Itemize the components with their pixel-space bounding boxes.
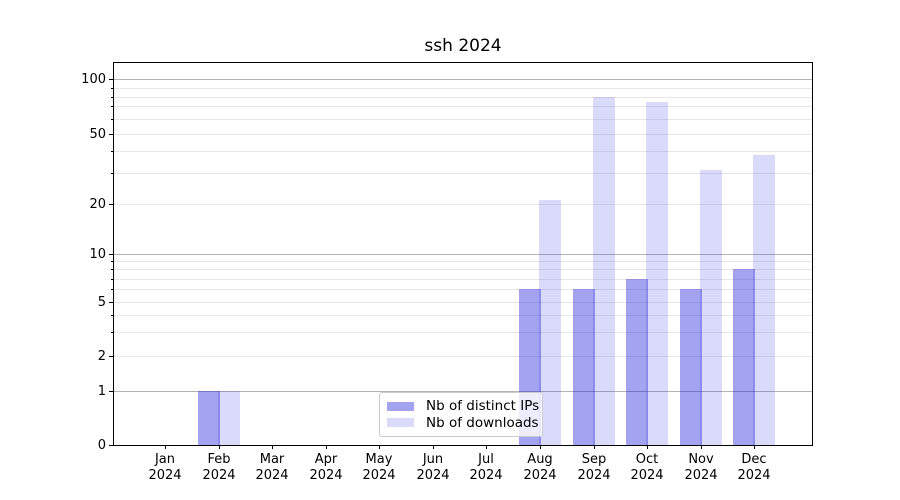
gridline-major-1	[114, 391, 812, 392]
ytick-mark-50	[109, 134, 114, 135]
gridline-minor-6	[114, 289, 812, 290]
ytick-minor-mark-40	[111, 151, 114, 152]
gridline-minor-3	[114, 332, 812, 333]
gridline-minor-9	[114, 261, 812, 262]
xtick-label-may: May 2024	[362, 452, 396, 483]
gridline-minor-50	[114, 134, 812, 135]
gridline-minor-20	[114, 204, 812, 205]
downloads-bar-dec	[753, 155, 775, 445]
ytick-label-10: 10	[89, 247, 106, 262]
gridline-minor-30	[114, 173, 812, 174]
xtick-mark-apr	[326, 445, 327, 449]
plot-area	[113, 62, 813, 446]
ytick-label-2: 2	[97, 349, 106, 364]
xtick-label-dec: Dec 2024	[737, 452, 771, 483]
xtick-label-mar: Mar 2024	[255, 452, 289, 483]
gridline-minor-40	[114, 151, 812, 152]
ips-bar-dec	[733, 269, 755, 445]
ytick-mark-5	[109, 302, 114, 303]
ytick-mark-10	[109, 254, 114, 255]
xtick-mark-jul	[486, 445, 487, 449]
xtick-label-feb: Feb 2024	[202, 452, 236, 483]
xtick-mark-aug	[540, 445, 541, 449]
xtick-mark-may	[379, 445, 380, 449]
legend-swatch-distinct-ips	[387, 401, 414, 411]
ytick-minor-mark-8	[111, 269, 114, 270]
ytick-minor-mark-80	[111, 97, 114, 98]
xtick-label-oct: Oct 2024	[630, 452, 664, 483]
gridline-minor-70	[114, 106, 812, 107]
xtick-mark-mar	[272, 445, 273, 449]
downloads-bar-oct	[646, 102, 668, 445]
legend-item-downloads: Nb of downloads	[387, 415, 539, 431]
ytick-label-100: 100	[81, 72, 106, 87]
ytick-minor-mark-9	[111, 261, 114, 262]
ips-bar-feb	[198, 391, 220, 445]
ytick-mark-20	[109, 204, 114, 205]
ips-bar-oct	[626, 279, 648, 445]
ytick-mark-0	[109, 445, 114, 446]
downloads-bar-feb	[218, 391, 240, 445]
xtick-mark-nov	[701, 445, 702, 449]
ytick-minor-mark-6	[111, 289, 114, 290]
xtick-label-jun: Jun 2024	[416, 452, 450, 483]
xtick-label-aug: Aug 2024	[523, 452, 557, 483]
chart-title: ssh 2024	[424, 36, 502, 56]
ytick-mark-100	[109, 79, 114, 80]
ips-bar-sep	[573, 289, 595, 445]
gridline-major-100	[114, 79, 812, 80]
downloads-bar-sep	[593, 97, 615, 445]
xtick-mark-oct	[647, 445, 648, 449]
xtick-mark-dec	[754, 445, 755, 449]
gridline-major-10	[114, 254, 812, 255]
legend: Nb of distinct IPs Nb of downloads	[379, 392, 543, 437]
gridline-minor-60	[114, 119, 812, 120]
legend-label: Nb of distinct IPs	[426, 398, 540, 415]
gridline-minor-90	[114, 88, 812, 89]
xtick-label-jul: Jul 2024	[469, 452, 503, 483]
ytick-minor-mark-60	[111, 119, 114, 120]
ytick-label-5: 5	[97, 295, 106, 310]
ytick-label-1: 1	[97, 384, 106, 399]
gridline-minor-7	[114, 279, 812, 280]
xtick-label-apr: Apr 2024	[309, 452, 343, 483]
ytick-minor-mark-4	[111, 315, 114, 316]
xtick-mark-feb	[219, 445, 220, 449]
ytick-mark-1	[109, 391, 114, 392]
xtick-mark-jan	[165, 445, 166, 449]
legend-item-distinct-ips: Nb of distinct IPs	[387, 398, 539, 414]
ytick-label-20: 20	[89, 197, 106, 212]
gridline-minor-2	[114, 356, 812, 357]
ips-bar-nov	[680, 289, 702, 445]
xtick-label-sep: Sep 2024	[577, 452, 611, 483]
ytick-minor-mark-7	[111, 279, 114, 280]
gridline-minor-8	[114, 269, 812, 270]
ytick-minor-mark-3	[111, 332, 114, 333]
ytick-minor-mark-70	[111, 106, 114, 107]
legend-label: Nb of downloads	[426, 414, 539, 431]
ytick-label-50: 50	[89, 127, 106, 142]
downloads-bar-aug	[539, 200, 561, 445]
gridline-minor-5	[114, 302, 812, 303]
downloads-bar-nov	[700, 170, 722, 445]
gridline-minor-4	[114, 315, 812, 316]
xtick-label-jan: Jan 2024	[148, 452, 182, 483]
ytick-minor-mark-90	[111, 88, 114, 89]
xtick-label-nov: Nov 2024	[684, 452, 718, 483]
gridline-minor-80	[114, 97, 812, 98]
xtick-mark-sep	[594, 445, 595, 449]
legend-swatch-downloads	[387, 418, 414, 428]
ytick-mark-2	[109, 356, 114, 357]
xtick-mark-jun	[433, 445, 434, 449]
ytick-minor-mark-30	[111, 173, 114, 174]
ytick-label-0: 0	[97, 438, 106, 453]
